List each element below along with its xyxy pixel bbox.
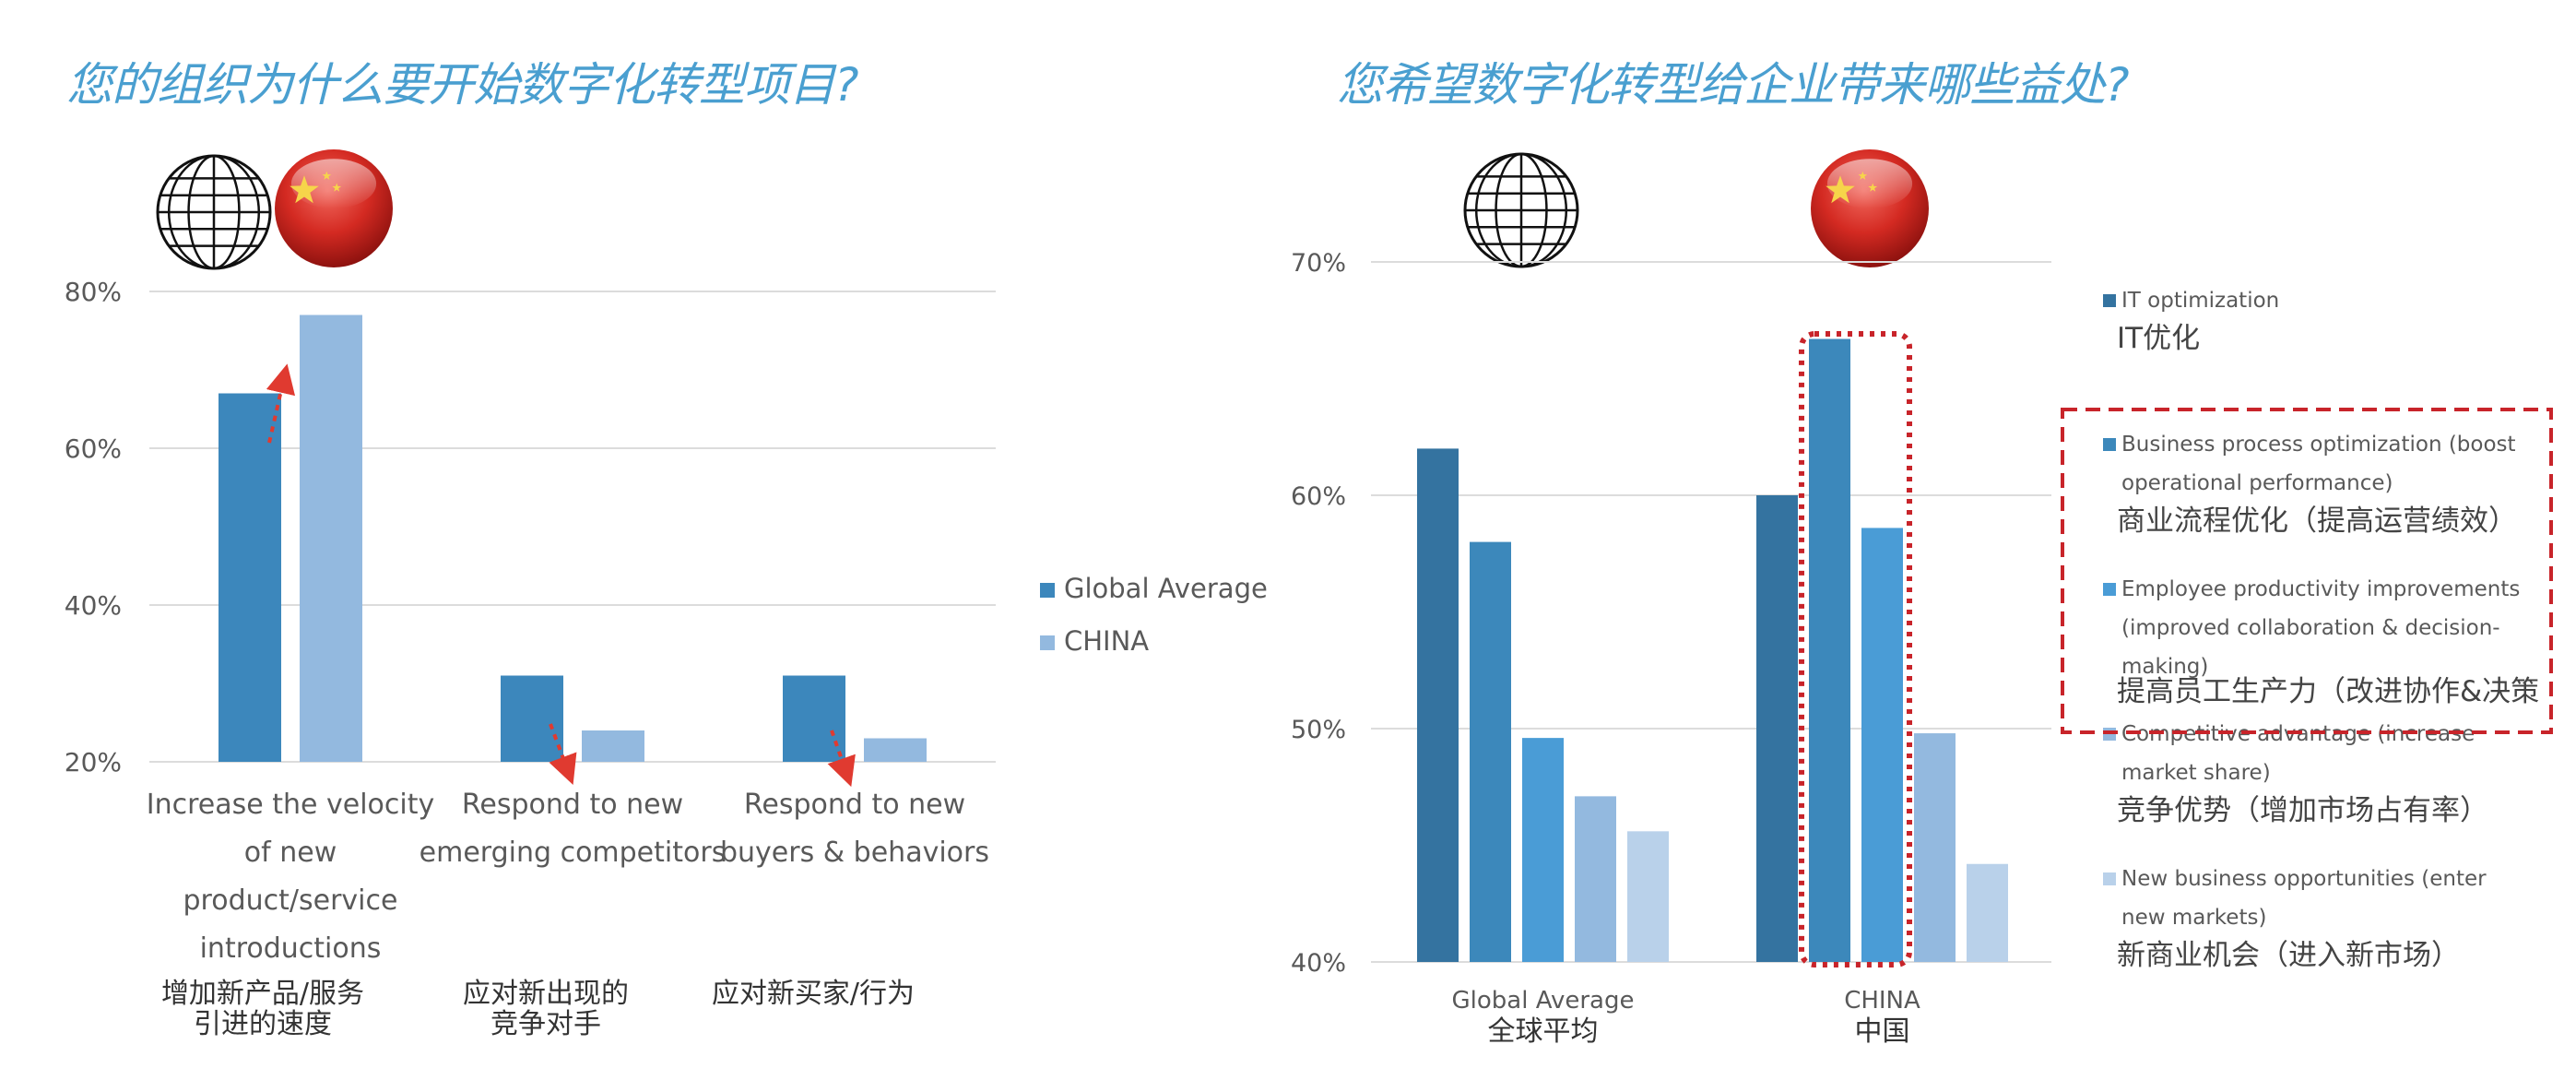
y-tick-label: 40% xyxy=(1291,949,1346,978)
flag-shine xyxy=(1826,159,1913,208)
flag-star xyxy=(1826,175,1855,204)
category-label: of new xyxy=(244,837,337,869)
legend-label: Employee productivity improvements xyxy=(2121,577,2520,601)
y-tick-label: 20% xyxy=(65,747,122,777)
bar-china xyxy=(300,315,362,762)
bar-china xyxy=(864,738,927,762)
globe-icon xyxy=(1463,152,1579,268)
legend-label: CHINA xyxy=(1064,625,1149,657)
bar-series-2 xyxy=(1470,541,1511,962)
china-flag-icon xyxy=(275,149,393,267)
category-label: emerging competitors xyxy=(419,837,727,869)
y-tick-label: 70% xyxy=(1291,249,1346,278)
china-flag-icon xyxy=(1811,149,1929,267)
highlight-box-legend xyxy=(2061,408,2553,734)
legend-swatch xyxy=(1040,635,1055,650)
y-tick-label: 40% xyxy=(65,590,122,621)
bar-china xyxy=(582,730,644,762)
legend-label: IT optimization xyxy=(2121,289,2279,313)
legend-label-cn: 商业流程优化（提高运营绩效） xyxy=(2117,504,2517,538)
category-label: introductions xyxy=(200,932,382,965)
category-label: Respond to new xyxy=(462,789,683,821)
flag-star xyxy=(1858,171,1868,180)
trend-arrow-down xyxy=(549,723,577,785)
highlight-box-china xyxy=(1799,331,1912,967)
category-label-cn: 引进的速度 xyxy=(194,1008,332,1040)
category-label-cn: 应对新买家/行为 xyxy=(712,978,915,1010)
y-tick-label: 60% xyxy=(65,433,122,464)
right-chart-title: 您希望数字化转型给企业带来哪些益处? xyxy=(1337,58,2130,112)
bar-series-4 xyxy=(1914,733,1956,962)
trend-arrow-down xyxy=(827,730,856,788)
legend-label: market share) xyxy=(2121,761,2271,785)
legend-label-cn: 提高员工生产力（改进协作&决策 xyxy=(2117,675,2539,708)
globe-icon xyxy=(156,154,272,270)
bar-series-3 xyxy=(1522,738,1564,962)
flag-shine xyxy=(290,159,377,208)
legend-swatch xyxy=(2103,583,2116,596)
legend-swatch xyxy=(2103,438,2116,451)
bar-series-1 xyxy=(1756,495,1798,962)
legend-label: new markets) xyxy=(2121,906,2266,930)
category-label-cn: 全球平均 xyxy=(1488,1015,1599,1048)
category-label: Global Average xyxy=(1452,987,1635,1015)
category-label-cn: 竞争对手 xyxy=(490,1008,601,1040)
bar-global xyxy=(783,675,845,762)
category-label: Respond to new xyxy=(744,789,965,821)
legend-label: (improved collaboration & decision- xyxy=(2121,616,2500,640)
flag-star xyxy=(290,175,319,204)
bar-series-3 xyxy=(1861,528,1903,962)
category-label-cn: 增加新产品/服务 xyxy=(161,978,364,1010)
bar-series-2 xyxy=(1809,338,1850,962)
legend-label: Business process optimization (boost xyxy=(2121,433,2516,457)
legend-label-cn: 新商业机会（进入新市场） xyxy=(2117,939,2460,972)
bar-series-4 xyxy=(1575,796,1616,962)
legend-label: Global Average xyxy=(1064,573,1268,604)
bar-series-1 xyxy=(1417,448,1459,962)
category-label-cn: 应对新出现的 xyxy=(463,978,629,1010)
bar-series-5 xyxy=(1627,831,1669,962)
category-label: buyers & behaviors xyxy=(720,837,989,869)
legend-label: New business opportunities (enter xyxy=(2121,867,2487,891)
y-tick-label: 60% xyxy=(1291,482,1346,511)
legend-label-cn: 竞争优势（增加市场占有率） xyxy=(2117,794,2488,827)
category-label: Increase the velocity xyxy=(147,789,435,821)
bar-global xyxy=(219,393,281,762)
legend-label-cn: IT优化 xyxy=(2117,322,2200,355)
flag-star xyxy=(332,183,342,192)
bar-global xyxy=(501,675,563,762)
y-tick-label: 50% xyxy=(1291,716,1346,744)
flag-star xyxy=(1868,183,1878,192)
left-chart-title: 您的组织为什么要开始数字化转型项目? xyxy=(66,58,859,112)
legend-swatch xyxy=(2103,872,2116,885)
legend-label: making) xyxy=(2121,655,2208,679)
category-label-cn: 中国 xyxy=(1855,1015,1910,1048)
category-label: CHINA xyxy=(1844,987,1920,1015)
flag-star xyxy=(322,171,332,180)
y-tick-label: 80% xyxy=(65,277,122,307)
legend-label: operational performance) xyxy=(2121,471,2393,495)
category-label: product/service xyxy=(183,884,398,917)
legend-swatch xyxy=(2103,294,2116,307)
bar-series-5 xyxy=(1967,863,2008,962)
legend-swatch xyxy=(1040,583,1055,598)
